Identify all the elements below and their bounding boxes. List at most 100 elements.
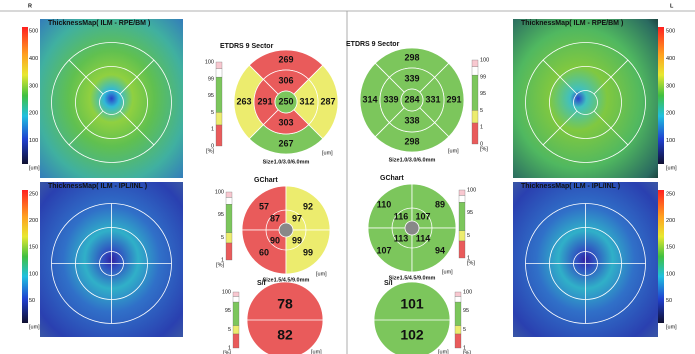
scale-segment xyxy=(225,232,233,244)
unit-label: [um] xyxy=(442,269,453,275)
inner-value: 113 xyxy=(394,233,409,243)
overlay-line xyxy=(593,59,629,95)
scale-label: 100 xyxy=(480,57,489,63)
inner-ring xyxy=(265,209,307,251)
inner-value: 90 xyxy=(270,235,280,245)
overlay-line xyxy=(542,59,578,95)
scale-label: 1 xyxy=(221,257,224,263)
outer-value: 99 xyxy=(303,247,313,257)
overlay-circle xyxy=(51,42,172,163)
center-value: 250 xyxy=(278,96,293,106)
color-bar-label: 50 xyxy=(29,298,35,304)
overlay-circle xyxy=(525,42,646,163)
color-bar-label: 100 xyxy=(666,138,675,144)
scale-segment xyxy=(454,296,462,303)
scale-label: [%] xyxy=(216,262,224,268)
chart-title: GChart xyxy=(254,177,278,184)
unit-label: [um] xyxy=(316,271,327,277)
scale-label: 5 xyxy=(211,110,214,116)
color-bar-label: 500 xyxy=(29,28,38,34)
scale-label: [%] xyxy=(463,350,471,354)
scale-segment xyxy=(232,301,240,326)
inner-value: 338 xyxy=(404,115,419,125)
overlay-line xyxy=(542,110,578,146)
scale-label: 100 xyxy=(463,289,472,295)
corner-label: L xyxy=(670,3,674,9)
outer-value: 89 xyxy=(435,199,445,209)
scale-label: 5 xyxy=(221,235,224,241)
color-bar-label: [um] xyxy=(29,324,40,330)
inner-value: 99 xyxy=(292,235,302,245)
overlay-line xyxy=(68,59,104,95)
size-label: Size1.5/4.5/9.0mm xyxy=(263,277,310,283)
inner-value: 312 xyxy=(299,96,314,106)
scale-segment xyxy=(454,325,462,335)
color-bar-label: 250 xyxy=(29,191,38,197)
color-bar xyxy=(658,190,664,323)
map-title: ThicknessMap( ILM - RPE/BM ) xyxy=(521,20,623,27)
overlay-circle xyxy=(573,90,598,115)
color-bar xyxy=(22,190,28,323)
color-bar-label: 150 xyxy=(29,245,38,251)
center-disc xyxy=(278,222,294,238)
overlay-line xyxy=(593,110,629,146)
color-bar-label: 250 xyxy=(666,191,675,197)
scale-segment xyxy=(215,61,223,69)
outer-value: 314 xyxy=(362,94,377,104)
scale-label: 99 xyxy=(208,76,214,82)
inner-value: 339 xyxy=(383,94,398,104)
color-bar-label: 100 xyxy=(29,138,38,144)
overlay-line xyxy=(119,110,155,146)
inner-value: 97 xyxy=(292,213,302,223)
scale-label: 5 xyxy=(467,233,470,239)
si-value: 78 xyxy=(277,296,293,312)
color-bar-label: 500 xyxy=(666,28,675,34)
scale-segment xyxy=(225,191,233,198)
color-bar-label: [um] xyxy=(666,324,677,330)
overlay-line xyxy=(119,59,155,95)
scale-label: 0 xyxy=(211,143,214,149)
color-bar-label: [um] xyxy=(666,165,677,171)
outer-value: 92 xyxy=(303,201,313,211)
center-sector xyxy=(400,88,424,112)
unit-label: [um] xyxy=(438,349,449,354)
scale-segment xyxy=(471,66,479,76)
scale-segment xyxy=(232,296,240,303)
scale-label: 1 xyxy=(480,125,483,131)
thickness-map xyxy=(513,19,658,178)
inner-value: 303 xyxy=(278,117,293,127)
scale-segment xyxy=(454,333,462,349)
color-bar xyxy=(658,27,664,164)
outer-value: 291 xyxy=(446,94,461,104)
scale-label: 100 xyxy=(205,59,214,65)
size-label: Size1.0/3.0/6.0mm xyxy=(389,157,436,163)
scale-segment xyxy=(471,122,479,145)
scale-segment xyxy=(232,325,240,335)
si-value: 102 xyxy=(400,327,424,343)
scale-segment xyxy=(454,291,462,297)
outer-value: 269 xyxy=(278,54,293,64)
scale-segment xyxy=(215,112,223,126)
color-bar-label: 200 xyxy=(29,111,38,117)
outer-value: 298 xyxy=(404,52,419,62)
si-value: 82 xyxy=(277,327,293,343)
map-title: ThicknessMap( ILM - IPL/INL ) xyxy=(48,183,147,190)
scale-label: 1 xyxy=(467,255,470,261)
scale-label: 95 xyxy=(480,91,486,97)
scale-segment xyxy=(454,301,462,326)
color-bar-label: [um] xyxy=(29,165,40,171)
scale-label: 95 xyxy=(225,308,231,314)
overlay-circle xyxy=(99,90,124,115)
color-bar-label: 300 xyxy=(29,83,38,89)
color-bar-label: 150 xyxy=(666,245,675,251)
scale-segment xyxy=(458,230,466,242)
scale-label: 0 xyxy=(480,141,483,147)
inner-value: 116 xyxy=(394,211,409,221)
center-value: 284 xyxy=(404,94,419,104)
scale-label: 5 xyxy=(463,327,466,333)
color-bar-label: 100 xyxy=(666,271,675,277)
scale-segment xyxy=(471,110,479,124)
color-bar-label: 400 xyxy=(29,56,38,62)
